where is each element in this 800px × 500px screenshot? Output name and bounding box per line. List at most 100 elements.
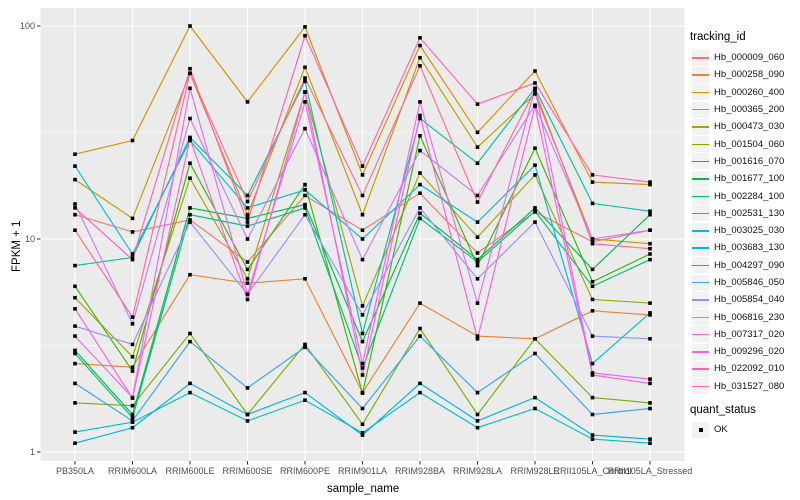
data-point[interactable] [303,25,307,29]
data-point[interactable] [648,252,652,256]
data-point[interactable] [590,284,595,289]
data-point[interactable] [73,295,77,300]
data-point[interactable] [418,116,422,121]
data-point[interactable] [130,415,135,420]
data-point[interactable] [533,146,537,150]
data-point[interactable] [303,212,307,217]
data-point[interactable] [130,255,135,260]
data-point[interactable] [73,348,77,353]
data-point[interactable] [303,390,307,395]
data-point[interactable] [590,237,595,241]
data-point[interactable] [475,130,480,135]
data-point[interactable] [245,292,250,297]
data-point[interactable] [475,263,480,268]
data-point[interactable] [475,425,480,430]
data-point[interactable] [130,138,135,143]
data-point[interactable] [475,220,480,224]
data-point[interactable] [245,419,250,423]
data-point[interactable] [130,216,135,221]
data-point[interactable] [360,304,365,308]
data-point[interactable] [188,137,192,141]
data-point[interactable] [475,337,480,341]
data-point[interactable] [475,277,480,281]
data-point[interactable] [590,173,595,177]
data-point[interactable] [360,193,365,198]
data-point[interactable] [590,267,595,272]
data-point[interactable] [648,441,652,445]
data-point[interactable] [130,419,135,423]
data-point[interactable] [418,206,422,210]
data-point[interactable] [360,391,365,395]
data-point[interactable] [303,33,307,38]
data-point[interactable] [130,315,135,319]
data-point[interactable] [303,342,307,347]
data-point[interactable] [418,55,422,60]
data-point[interactable] [648,182,652,187]
data-point[interactable] [188,116,192,121]
data-point[interactable] [130,355,135,359]
data-point[interactable] [533,104,537,108]
data-point[interactable] [245,277,250,281]
data-point[interactable] [360,164,365,168]
data-point[interactable] [73,284,77,289]
data-point[interactable] [418,36,422,40]
data-point[interactable] [475,161,480,165]
data-point[interactable] [130,365,135,369]
data-point[interactable] [73,430,77,434]
data-point[interactable] [245,237,250,241]
data-point[interactable] [590,279,595,284]
data-point[interactable] [188,66,192,71]
data-point[interactable] [303,345,307,350]
data-point[interactable] [475,419,480,423]
data-point[interactable] [648,209,652,213]
data-point[interactable] [188,24,192,28]
data-point[interactable] [188,86,192,91]
data-point[interactable] [648,437,652,441]
data-point[interactable] [475,412,480,417]
data-point[interactable] [648,311,652,315]
data-point[interactable] [303,398,307,402]
data-point[interactable] [533,351,537,356]
data-point[interactable] [475,235,480,239]
data-point[interactable] [188,339,192,344]
data-point[interactable] [188,381,192,386]
data-point[interactable] [360,366,365,370]
data-point[interactable] [130,396,135,400]
data-point[interactable] [360,173,365,177]
data-point[interactable] [360,237,365,241]
data-point[interactable] [303,100,307,104]
data-point[interactable] [245,297,250,302]
data-point[interactable] [475,102,480,106]
data-point[interactable] [418,113,422,118]
data-point[interactable] [188,331,192,336]
data-point[interactable] [130,257,135,262]
data-point[interactable] [130,252,135,256]
data-point[interactable] [73,206,77,210]
data-point[interactable] [188,272,192,277]
data-point[interactable] [188,161,192,165]
data-point[interactable] [303,277,307,281]
data-point[interactable] [418,301,422,305]
data-point[interactable] [245,216,250,221]
data-point[interactable] [73,152,77,156]
data-point[interactable] [188,220,192,224]
data-point[interactable] [360,228,365,232]
data-point[interactable] [245,224,250,228]
data-point[interactable] [533,81,537,85]
data-point[interactable] [475,251,480,255]
data-point[interactable] [130,230,135,234]
data-point[interactable] [73,177,77,182]
data-point[interactable] [418,171,422,175]
data-point[interactable] [533,337,537,341]
data-point[interactable] [418,211,422,216]
data-point[interactable] [245,199,250,204]
data-point[interactable] [130,425,135,430]
data-point[interactable] [303,65,307,70]
data-point[interactable] [73,307,77,311]
data-point[interactable] [590,433,595,437]
data-point[interactable] [188,206,192,210]
data-point[interactable] [73,228,77,232]
data-point[interactable] [533,220,537,224]
data-point[interactable] [648,377,652,381]
data-point[interactable] [418,182,422,187]
